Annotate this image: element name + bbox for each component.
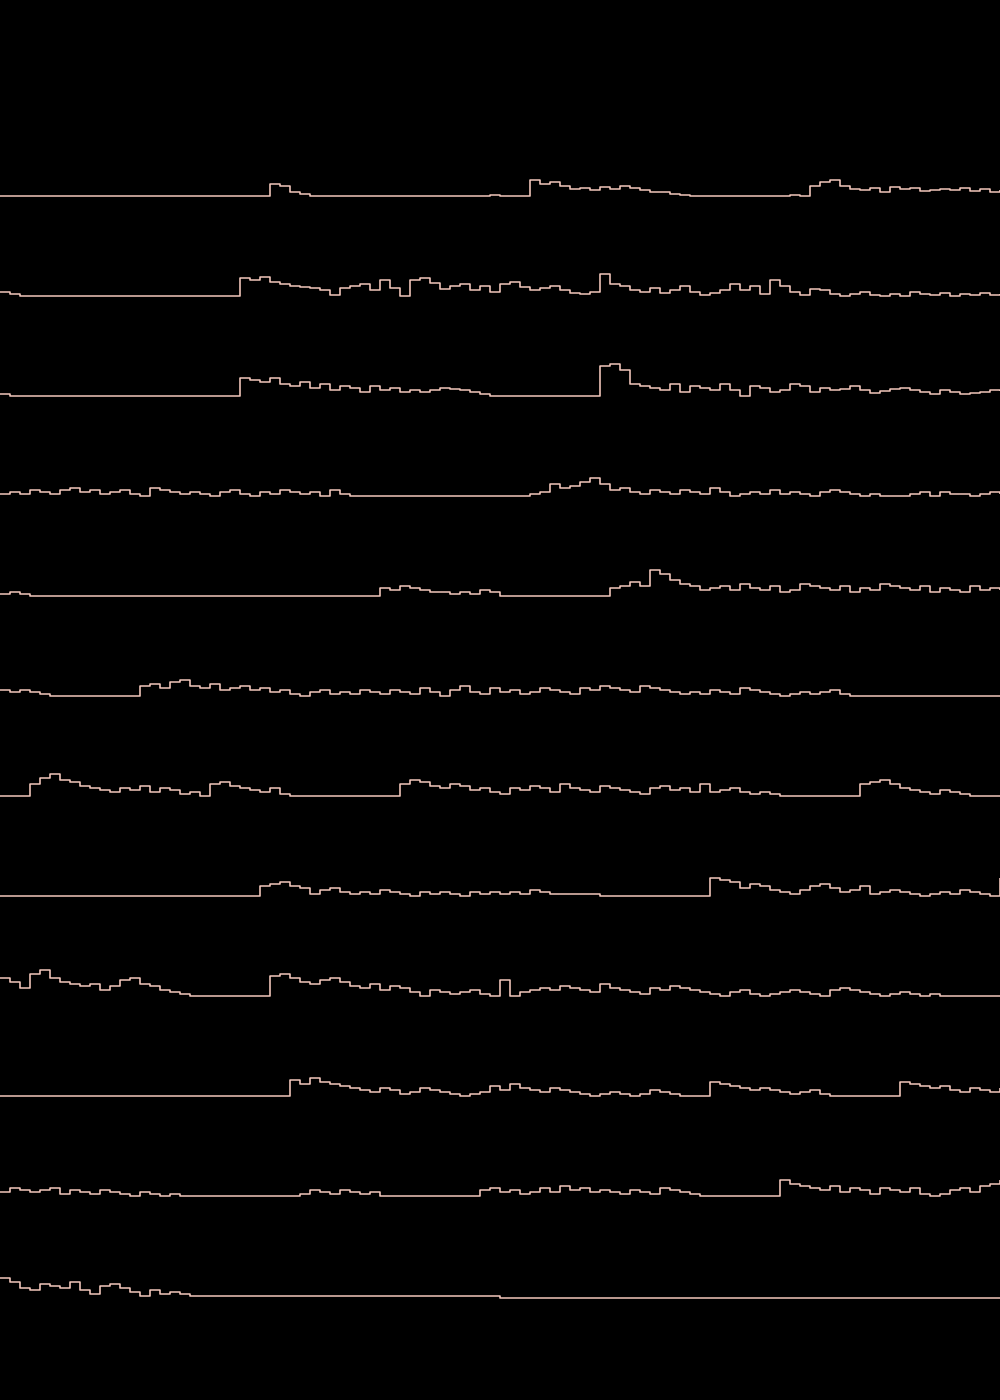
series-line-11 [0, 1179, 1000, 1197]
series-line-10 [0, 1077, 1000, 1097]
series-line-9 [0, 969, 1000, 997]
series-line-4 [0, 477, 1000, 497]
series-line-3 [0, 363, 1000, 397]
series-line-1 [0, 179, 1000, 197]
series-line-7 [0, 773, 1000, 797]
series-line-6 [0, 679, 1000, 697]
series-line-8 [0, 877, 1000, 897]
series-line-2 [0, 273, 1000, 297]
series-line-12 [0, 1277, 1000, 1299]
series-line-5 [0, 569, 1000, 597]
